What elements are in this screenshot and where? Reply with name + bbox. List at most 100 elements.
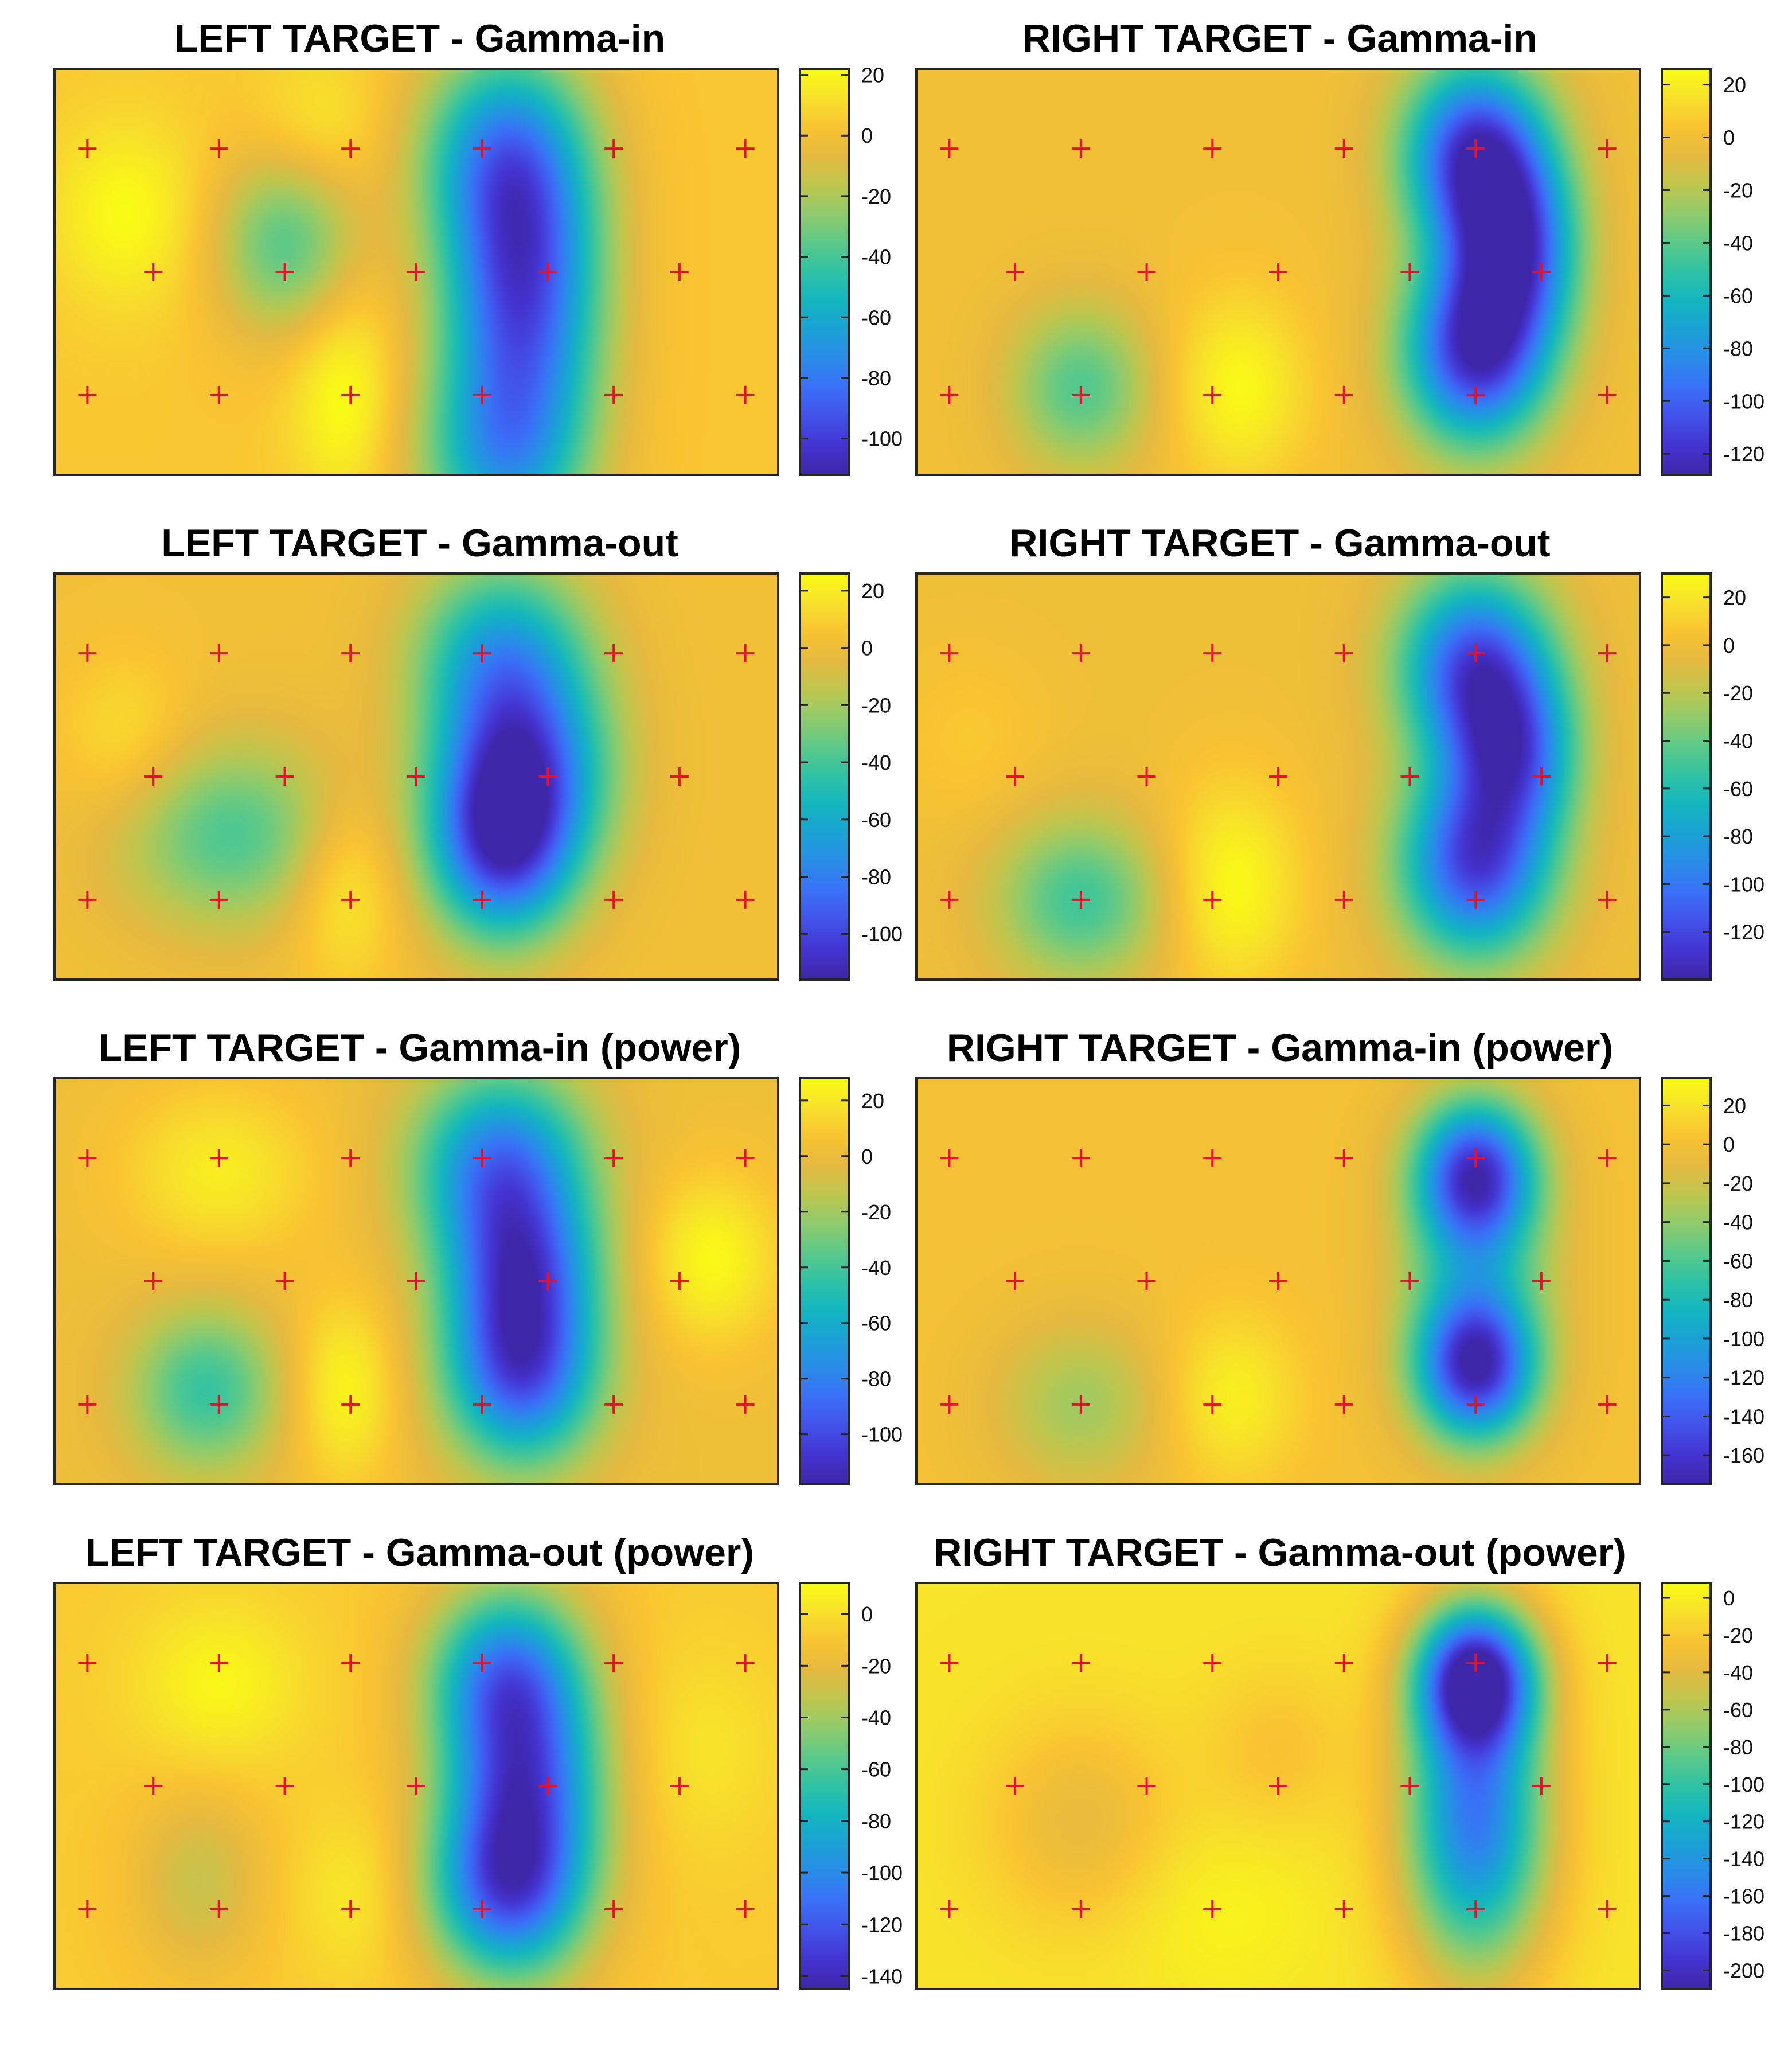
electrode-marker (1203, 644, 1222, 663)
colorbar-tick-label: -140 (1723, 1847, 1764, 1871)
colorbar-tick-label: -80 (861, 1810, 891, 1833)
electrode-marker (275, 1272, 294, 1290)
electrode-marker (1203, 1149, 1222, 1168)
colorbar-tick-label: -80 (861, 366, 891, 390)
electrode-marker (1334, 1900, 1353, 1918)
electrode-marker (604, 1654, 623, 1672)
electrode-marker (670, 1272, 689, 1290)
electrode-marker (209, 1654, 228, 1672)
colorbar-tick-label: -160 (1723, 1885, 1764, 1908)
electrode-marker (940, 890, 959, 909)
electrode-marker (78, 890, 97, 909)
electrode-marker (736, 1900, 755, 1918)
colorbar-tick-label: -120 (1723, 1366, 1764, 1390)
colorbar-tick-label: -60 (861, 808, 891, 832)
electrode-marker (341, 890, 360, 909)
electrode-marker (1334, 139, 1353, 158)
colorbar-tick-label: -60 (861, 1758, 891, 1781)
electrode-marker (1532, 1272, 1551, 1290)
electrode-marker (1071, 1654, 1090, 1672)
electrode-marker (1334, 1654, 1353, 1672)
electrode-marker (538, 1777, 557, 1795)
colorbar-tick-label: -80 (1723, 1288, 1753, 1312)
electrode-marker (341, 1149, 360, 1168)
electrode-marker (209, 644, 228, 663)
colorbar-tick-label: -20 (1723, 681, 1753, 705)
chart-title: RIGHT TARGET - Gamma-out (1009, 521, 1550, 565)
electrode-marker (736, 1149, 755, 1168)
colorbar-tick-label: -40 (1723, 1211, 1753, 1234)
colorbar-tick-label: 0 (1723, 1133, 1735, 1156)
heatmap-panel: RIGHT TARGET - Gamma-in 20 0 -20 -40 -60 -80 -1… (915, 17, 1764, 476)
colorbar-tick-label: -100 (1723, 1327, 1764, 1351)
chart-title: LEFT TARGET - Gamma-out (161, 521, 678, 565)
colorbar-tick-label: -40 (1723, 730, 1753, 753)
electrode-marker (144, 1777, 163, 1795)
colorbar-tick-label: -60 (861, 306, 891, 329)
colorbar-tick-label: -200 (1723, 1959, 1764, 1983)
electrode-marker (1203, 385, 1222, 404)
electrode-marker (940, 385, 959, 404)
colorbar-tick-label: -40 (861, 245, 891, 269)
electrode-marker (1466, 139, 1485, 158)
electrode-marker (473, 1654, 491, 1672)
colorbar (799, 572, 850, 981)
colorbar (799, 1582, 850, 1990)
electrode-marker (407, 263, 425, 281)
heatmap-panel: LEFT TARGET - Gamma-out (power) 0 -20 -40 -6… (53, 1531, 903, 1990)
colorbar-tick-label: -80 (861, 865, 891, 889)
electrode-marker (1269, 1777, 1287, 1795)
electrode-marker (144, 767, 163, 786)
colorbar-tick-label: -100 (861, 427, 903, 451)
colorbar-tick-label: -80 (1723, 337, 1753, 360)
colorbar-tick-label: -20 (861, 1200, 891, 1224)
colorbar-tick-label: -60 (1723, 1249, 1753, 1273)
electrode-marker (144, 263, 163, 281)
electrode-marker (1466, 890, 1485, 909)
electrode-marker (341, 1654, 360, 1672)
electrode-marker (940, 1395, 959, 1414)
electrode-marker (209, 890, 228, 909)
electrode-marker (604, 644, 623, 663)
colorbar-tick-label: 20 (1723, 586, 1746, 610)
electrode-marker (736, 139, 755, 158)
electrode-marker (736, 644, 755, 663)
electrode-marker (1071, 385, 1090, 404)
colorbar-tick-label: -120 (861, 1913, 903, 1936)
colorbar-tick-label: -20 (861, 185, 891, 208)
electrode-marker (1203, 890, 1222, 909)
electrode-marker (209, 1395, 228, 1414)
electrode-marker (1466, 1395, 1485, 1414)
plot-frame (915, 68, 1641, 476)
electrode-marker (1006, 1272, 1025, 1290)
colorbar-tick-label: -40 (1723, 231, 1753, 255)
colorbar-tick-label: -100 (1723, 1773, 1764, 1796)
electrode-marker (407, 1272, 425, 1290)
electrode-marker (538, 1272, 557, 1290)
chart-title: LEFT TARGET - Gamma-in (174, 17, 665, 60)
electrode-marker (1137, 767, 1156, 786)
chart-title: RIGHT TARGET - Gamma-out (power) (934, 1531, 1626, 1574)
colorbar-tick-label: -20 (1723, 1624, 1753, 1647)
colorbar-tick-label: -100 (861, 1861, 903, 1885)
electrode-marker (473, 1900, 491, 1918)
electrode-marker (1269, 1272, 1287, 1290)
heatmap-panel: RIGHT TARGET - Gamma-out (power) 0 -20 -40 -… (915, 1531, 1764, 1990)
heatmap-panel: LEFT TARGET - Gamma-in 20 0 -20 -40 -60 -80 -10… (53, 17, 903, 476)
electrode-marker (604, 1900, 623, 1918)
colorbar-tick-label: 20 (861, 64, 884, 87)
colorbar-tick-label: -160 (1723, 1444, 1764, 1467)
electrode-marker (1466, 1654, 1485, 1672)
colorbar-tick-label: -20 (861, 693, 891, 717)
electrode-marker (78, 139, 97, 158)
electrode-marker (473, 385, 491, 404)
electrode-marker (538, 263, 557, 281)
electrode-marker (1532, 263, 1551, 281)
colorbar-tick-label: -60 (1723, 777, 1753, 801)
colorbar-tick-label: -40 (861, 1706, 891, 1729)
electrode-marker (473, 644, 491, 663)
electrode-marker (940, 1900, 959, 1918)
colorbar (799, 68, 850, 476)
colorbar-tick-label: 0 (861, 1602, 873, 1626)
electrode-marker (1466, 385, 1485, 404)
